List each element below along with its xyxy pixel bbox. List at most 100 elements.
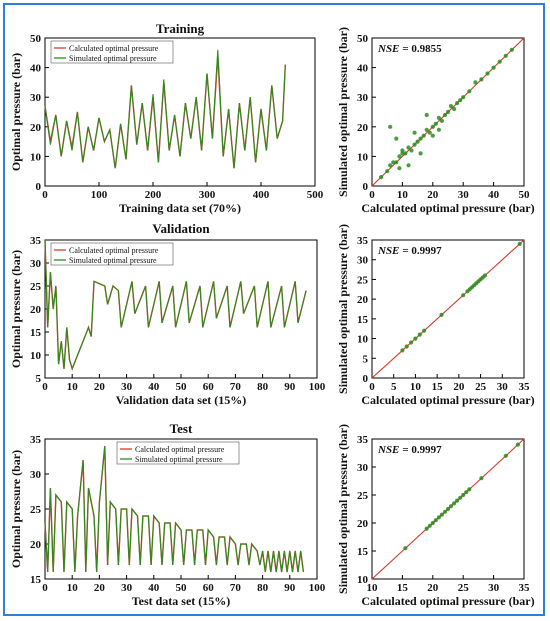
training_scatter-point xyxy=(379,175,384,180)
test_series-xtick-label: 40 xyxy=(148,582,160,594)
test_scatter-point xyxy=(448,504,454,509)
training_scatter-point xyxy=(406,163,411,168)
validation_scatter-point xyxy=(417,332,422,337)
training_scatter-point xyxy=(439,118,444,123)
training_series-yaxis-label: Optimal pressure (bar) xyxy=(9,53,23,171)
training_scatter-nse-annotation: NSE = 0.9855 xyxy=(377,43,442,55)
training_scatter-point xyxy=(458,98,463,103)
validation_scatter-point xyxy=(439,312,444,317)
validation_series-xaxis-label: Validation data set (15%) xyxy=(116,393,247,407)
training_scatter-point xyxy=(467,89,472,94)
validation_scatter-ytick-label: 0 xyxy=(363,373,369,385)
training_series-xtick-label: 200 xyxy=(145,189,162,201)
validation_scatter-nse-value: = 0.9997 xyxy=(402,245,442,257)
training_scatter-ytick-label: 0 xyxy=(363,181,369,193)
training_scatter-point xyxy=(503,53,508,58)
training_scatter-point xyxy=(436,127,441,132)
training_series-xtick-label: 0 xyxy=(42,189,48,201)
test_scatter-ytick-label: 25 xyxy=(357,490,369,502)
training_series-series-calculated-line xyxy=(44,55,286,169)
validation_series-ytick-label: 35 xyxy=(30,235,42,247)
test_series-xtick-label: 0 xyxy=(42,582,48,594)
test_series-xtick-label: 10 xyxy=(67,582,79,594)
training_scatter-point xyxy=(424,112,429,118)
test_series-ytick-label: 25 xyxy=(30,504,42,516)
training_series-xaxis-label: Training data set (70%) xyxy=(119,201,241,215)
validation_scatter-nse-annotation: NSE = 0.9997 xyxy=(377,245,442,257)
training_scatter-point xyxy=(436,115,441,120)
test_series-legend-entry: Simulated optimal pressure xyxy=(135,455,223,464)
test_series-title: Test xyxy=(170,421,193,436)
validation_series-ytick-label: 25 xyxy=(30,281,42,293)
training_scatter-xtick-label: 40 xyxy=(488,189,500,201)
test_scatter-ytick-label: 15 xyxy=(357,546,369,558)
test_series-yaxis-label: Optimal pressure (bar) xyxy=(9,450,23,568)
training_series-xtick-label: 300 xyxy=(199,189,216,201)
validation_scatter-xtick-label: 35 xyxy=(519,381,531,393)
training_series-ytick-label: 40 xyxy=(30,63,42,75)
training_scatter-point xyxy=(427,130,432,135)
validation_scatter-ytick-label: 5 xyxy=(363,353,369,365)
validation_series-legend-entry: Calculated optimal pressure xyxy=(69,246,159,255)
training_scatter-xaxis-label: Calculated optimal pressure (bar) xyxy=(361,201,534,215)
validation_scatter-ytick-label: 35 xyxy=(357,235,369,247)
validation_series-xtick-label: 20 xyxy=(94,381,106,393)
test_scatter-point xyxy=(464,490,469,495)
validation_series-ytick-label: 10 xyxy=(30,350,42,362)
training_scatter-point xyxy=(430,133,435,138)
validation_scatter-point xyxy=(482,273,487,278)
training_series-ytick-label: 10 xyxy=(30,151,42,163)
validation_scatter-ytick-label: 10 xyxy=(357,334,369,346)
test_scatter-point xyxy=(467,487,472,492)
validation_scatter-point xyxy=(400,348,405,353)
test_series-series-simulated-line xyxy=(44,445,304,573)
training_scatter-yaxis-label: Simulated optimal pressure (bar) xyxy=(336,27,350,197)
test_scatter-plot-frame xyxy=(371,438,525,580)
training_series-title: Training xyxy=(156,21,205,36)
test_scatter-nse-annotation: NSE = 0.9997 xyxy=(377,444,442,456)
test_scatter-point xyxy=(427,523,432,528)
test_series-xtick-label: 90 xyxy=(284,582,296,594)
training_scatter-point xyxy=(409,148,414,153)
training_scatter-point xyxy=(397,166,402,171)
test_series-xtick-label: 20 xyxy=(94,582,106,594)
training_series-ytick-label: 50 xyxy=(30,33,42,45)
validation_series-legend-entry: Simulated optimal pressure xyxy=(69,256,157,265)
test_series-xtick-label: 80 xyxy=(257,582,269,594)
training_scatter-xtick-label: 0 xyxy=(369,189,375,201)
training_scatter-point xyxy=(391,160,396,165)
validation_scatter-xtick-label: 25 xyxy=(475,381,487,393)
test_scatter-xtick-label: 15 xyxy=(397,582,409,594)
validation_series-legend-box xyxy=(50,242,174,266)
training_scatter-point xyxy=(406,145,411,150)
training_series-xtick-label: 400 xyxy=(253,189,270,201)
validation_scatter-plot-frame xyxy=(371,239,525,379)
training_scatter-plot-frame xyxy=(371,37,525,187)
training_scatter-ytick-label: 30 xyxy=(357,92,369,104)
validation_series-xtick-label: 90 xyxy=(284,381,296,393)
validation_series-title: Validation xyxy=(152,221,210,236)
test_series-ytick-label: 30 xyxy=(30,469,42,481)
validation_scatter-xaxis-label: Calculated optimal pressure (bar) xyxy=(361,393,534,407)
test_series-ytick-label: 20 xyxy=(30,539,42,551)
validation_scatter-ytick-label: 30 xyxy=(357,255,369,267)
test_scatter-nse-label: NSE xyxy=(377,444,399,456)
training_scatter-point xyxy=(452,106,457,112)
training_scatter-point xyxy=(412,130,417,135)
training_scatter-point xyxy=(442,112,448,118)
test_scatter-point xyxy=(503,453,508,458)
training_scatter-xtick-label: 30 xyxy=(458,189,470,201)
test_series-ytick-label: 15 xyxy=(30,574,42,586)
validation_scatter-xtick-label: 10 xyxy=(410,381,422,393)
training_scatter-ytick-label: 50 xyxy=(357,33,369,45)
test_series-xaxis-label: Test data set (15%) xyxy=(132,594,231,608)
validation_series-ytick-label: 20 xyxy=(30,304,42,316)
training_scatter-point xyxy=(421,133,426,138)
test_scatter-ytick-label: 35 xyxy=(357,434,369,446)
training_series-legend-entry: Simulated optimal pressure xyxy=(69,54,157,63)
training_series-ytick-label: 30 xyxy=(30,92,42,104)
